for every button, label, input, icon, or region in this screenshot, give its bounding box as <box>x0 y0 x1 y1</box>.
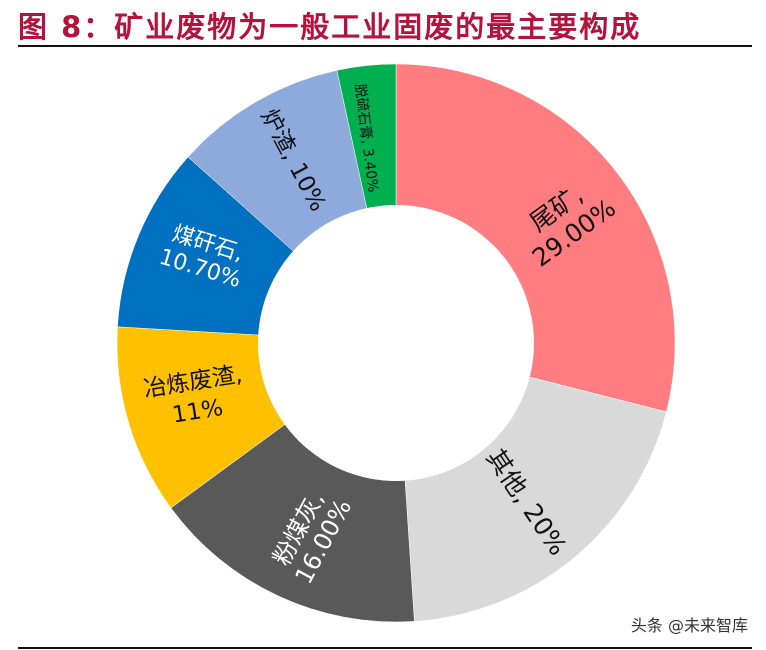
bottom-divider <box>18 647 752 649</box>
chart-title: 图 8：矿业废物为一般工业固废的最主要构成 <box>18 10 642 44</box>
donut-hole <box>258 205 534 481</box>
top-divider <box>18 45 752 47</box>
watermark: 头条 @未来智库 <box>630 616 748 635</box>
